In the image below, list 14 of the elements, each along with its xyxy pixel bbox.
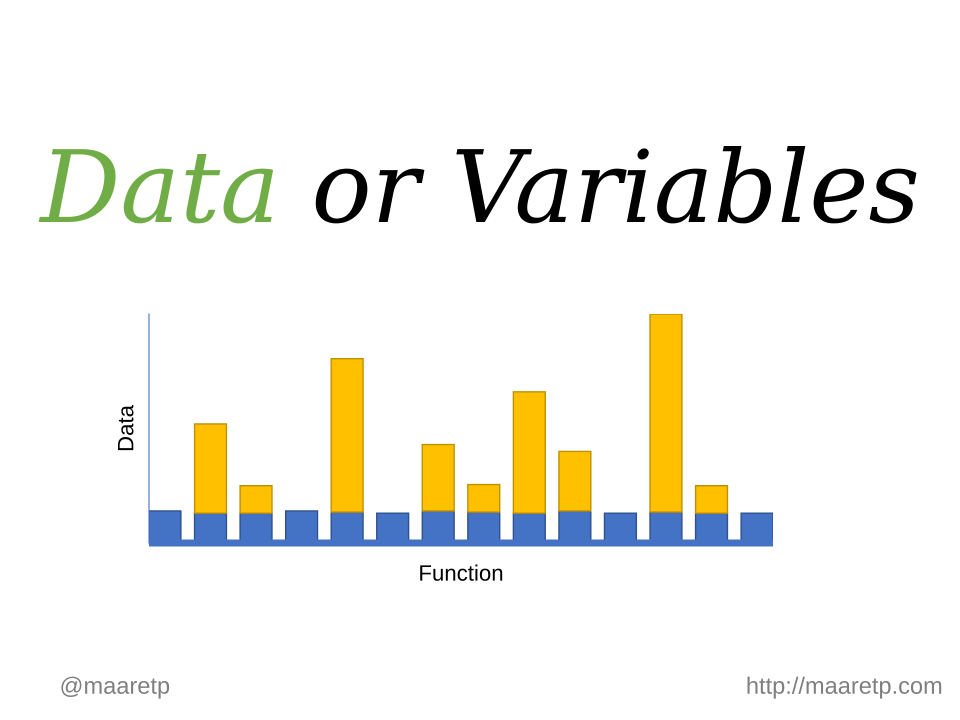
x-axis-title: Function [420,564,502,581]
y-axis-title: Data [118,405,134,450]
bar [330,358,364,513]
bar [649,314,683,513]
bar [194,423,228,514]
bar [422,444,455,512]
text: @maaretp [61,676,170,699]
text: http://maaretp.com [748,676,942,699]
bar [558,450,592,512]
bar [512,391,546,514]
bar [467,484,500,513]
bar [694,485,728,514]
bar [239,485,273,514]
chart-title: Data or Variables [38,146,916,224]
